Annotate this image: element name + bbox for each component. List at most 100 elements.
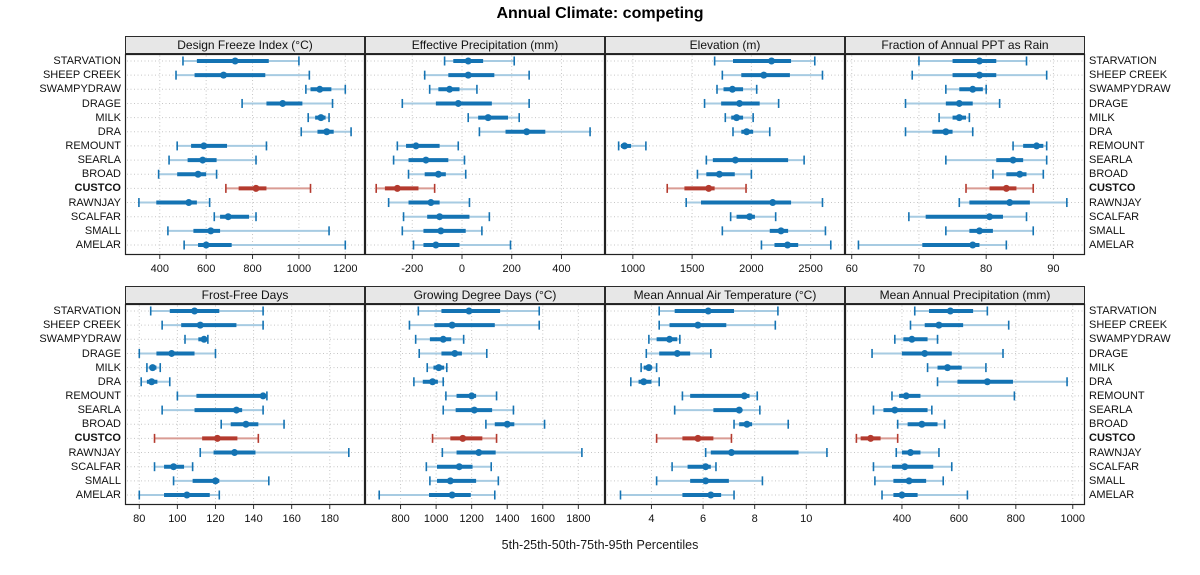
x-tick-label: 1200: [333, 263, 357, 275]
site-label-left: REMOUNT: [65, 389, 121, 402]
panel-plot: 400 600 800 1000 1200: [124, 53, 366, 275]
percentile-glyph-site: [716, 84, 758, 94]
panel-strip-title: Effective Precipitation (mm): [365, 36, 605, 54]
percentile-glyph-highlight: [225, 183, 312, 193]
x-tick-label: 1000: [287, 263, 311, 275]
percentile-glyph-site: [402, 212, 491, 222]
x-axis: 1000 1500 2000 2500: [621, 255, 823, 275]
site-label-right: SCALFAR: [1089, 460, 1140, 473]
percentile-glyph-site: [442, 405, 515, 415]
site-label-right: SWAMPYDRAW: [1089, 83, 1171, 96]
site-label-left: MILK: [95, 361, 121, 374]
panel-strip-title: Mean Annual Air Temperature (°C): [605, 286, 845, 304]
percentile-glyph-site: [418, 348, 488, 358]
x-tick-label: 100: [168, 513, 186, 525]
percentile-glyph-site: [681, 391, 759, 401]
percentile-glyphs: [375, 56, 591, 250]
gridlines: [607, 305, 843, 504]
site-label-left: BROAD: [81, 168, 121, 181]
percentile-glyph-site: [648, 334, 681, 344]
site-label-right: SEARLA: [1089, 154, 1133, 167]
site-label-left: BROAD: [81, 418, 121, 431]
percentile-glyph-site: [871, 348, 1004, 358]
site-label-right: REMOUNT: [1089, 139, 1145, 152]
x-tick-label: 10: [800, 513, 812, 525]
x-tick-label: 6: [700, 513, 706, 525]
x-tick-label: 90: [1047, 263, 1059, 275]
x-tick-label: 70: [913, 263, 925, 275]
percentile-glyph-site: [617, 141, 647, 151]
x-tick-label: 1200: [459, 513, 483, 525]
x-tick-label: 1000: [621, 263, 645, 275]
x-tick-label: 0: [459, 263, 465, 275]
percentile-glyph-site: [729, 212, 777, 222]
site-label-right: SHEEP CREEK: [1089, 319, 1168, 332]
percentile-glyph-site: [640, 363, 658, 373]
x-axis: 400 600 800 1000: [893, 505, 1085, 525]
x-axis: 800 1000 1200 1400 1600 1800: [391, 505, 591, 525]
percentile-glyph-site: [992, 169, 1045, 179]
percentile-glyph-site: [182, 56, 300, 66]
x-axis: 80 100 120 140 160 180: [133, 505, 339, 525]
percentile-glyph-site: [874, 476, 945, 486]
percentile-glyph-site: [945, 84, 987, 94]
percentile-glyph-site: [713, 56, 816, 66]
x-tick-label: 800: [243, 263, 261, 275]
percentile-glyph-site: [443, 56, 516, 66]
gridlines: [367, 305, 603, 504]
percentile-glyph-site: [630, 377, 660, 387]
x-axis: 4 6 8 10: [648, 505, 812, 525]
axis-caption: 5th-25th-50th-75th-95th Percentiles: [501, 538, 699, 552]
percentile-glyph-site: [958, 198, 1068, 208]
site-label-right: AMELAR: [1089, 239, 1135, 251]
percentile-glyph-site: [392, 155, 466, 165]
percentile-glyph-site: [161, 320, 264, 330]
site-label-left: SWAMPYDRAW: [39, 83, 121, 96]
site-label-left: SHEEP CREEK: [42, 319, 121, 332]
percentile-glyph-site: [425, 462, 493, 472]
percentile-glyphs: [138, 306, 350, 500]
percentile-glyph-site: [300, 127, 352, 137]
percentile-glyph-site: [696, 169, 753, 179]
panel-plot: 800 1000 1200 1400 1600 1800: [364, 303, 606, 525]
panel-plot: 4 6 8 10: [604, 303, 846, 525]
x-axis: 400 600 800 1000 1200: [151, 255, 358, 275]
panel-strip-title: Elevation (m): [605, 36, 845, 54]
x-tick-label: 80: [980, 263, 992, 275]
percentile-glyph-site: [895, 448, 940, 458]
percentile-glyph-site: [428, 84, 478, 94]
site-label-left: RAWNJAY: [68, 196, 121, 209]
percentile-glyph-site: [168, 155, 257, 165]
percentile-glyph-highlight: [655, 433, 733, 443]
x-tick-label: 1500: [680, 263, 704, 275]
site-label-right: MILK: [1089, 361, 1115, 374]
percentile-glyph-site: [241, 98, 334, 108]
percentile-glyph-site: [945, 226, 1035, 236]
percentile-glyph-site: [176, 391, 268, 401]
percentile-glyph-site: [414, 334, 465, 344]
site-label-right: REMOUNT: [1089, 389, 1145, 402]
site-label-right: STARVATION: [1089, 55, 1157, 67]
percentile-glyph-site: [213, 212, 257, 222]
panel-plot: 1000 1500 2000 2500: [604, 53, 846, 275]
percentile-glyph-site: [146, 363, 162, 373]
panel-strip-title: Growing Degree Days (°C): [365, 286, 605, 304]
percentile-glyph-site: [913, 306, 989, 316]
x-tick-label: 120: [206, 513, 224, 525]
x-tick-label: 1400: [495, 513, 519, 525]
percentile-glyphs: [617, 56, 832, 250]
x-tick-label: 1000: [424, 513, 448, 525]
percentile-glyph-site: [891, 391, 1016, 401]
x-tick-label: -200: [401, 263, 423, 275]
x-tick-label: 200: [503, 263, 521, 275]
percentile-glyph-site: [407, 169, 467, 179]
percentile-glyph-site: [645, 348, 712, 358]
percentile-glyphs: [138, 56, 352, 250]
gridlines: [607, 55, 843, 254]
site-label-right: DRA: [1089, 375, 1113, 388]
site-label-right: SMALL: [1089, 474, 1126, 487]
x-tick-label: 140: [244, 513, 262, 525]
percentile-glyph-site: [140, 377, 171, 387]
percentile-glyph-site: [721, 70, 824, 80]
site-label-left: CUSTCO: [74, 182, 121, 195]
